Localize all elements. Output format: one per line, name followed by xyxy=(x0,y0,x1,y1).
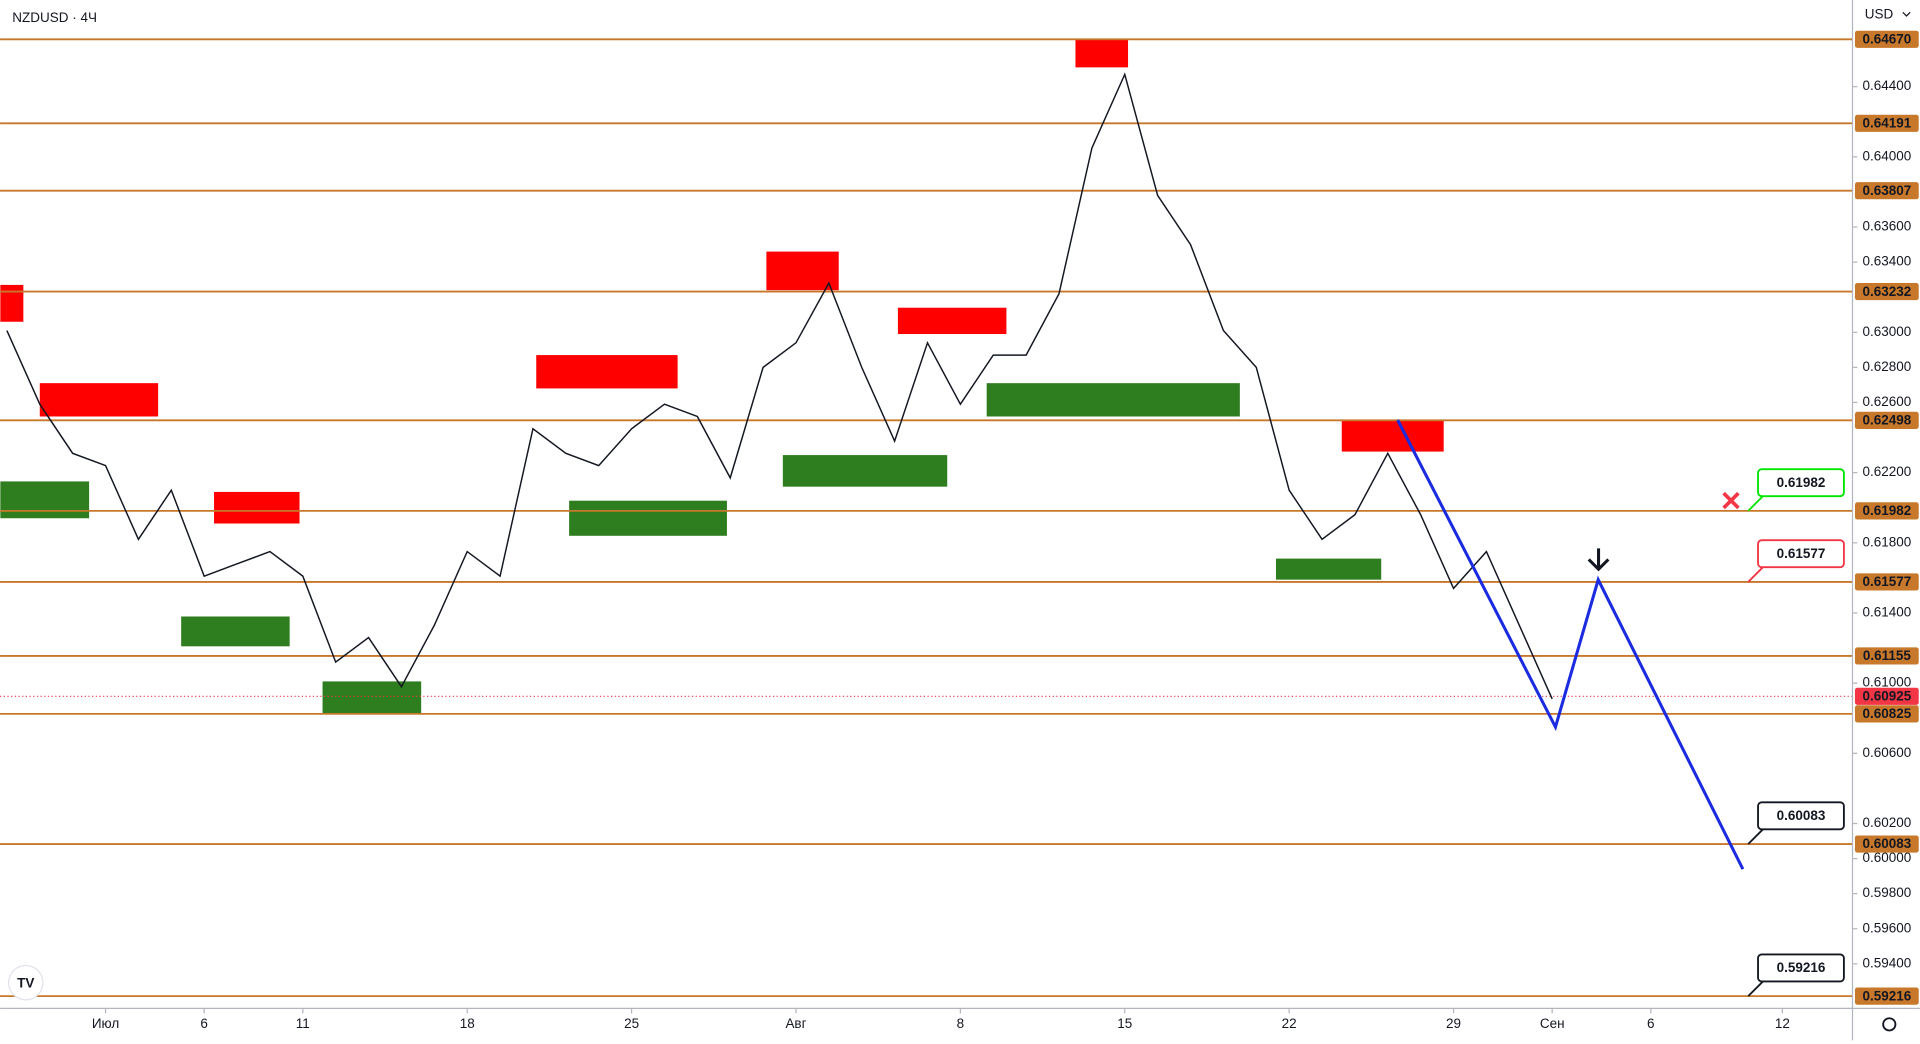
x-tick-label: Сен xyxy=(1540,1016,1565,1031)
level-label-bg xyxy=(1854,987,1919,1005)
x-tick-label: 29 xyxy=(1446,1016,1461,1031)
zone xyxy=(897,307,1007,335)
level-label-bg xyxy=(1854,182,1919,200)
callout-leader xyxy=(1747,980,1764,997)
callout-leader xyxy=(1747,828,1764,845)
tv-logo: TV xyxy=(8,964,44,1001)
level-label: 0.62498 xyxy=(1862,413,1911,428)
x-tick-label: 25 xyxy=(624,1016,639,1031)
zone xyxy=(322,681,422,713)
x-tick-label: 6 xyxy=(1647,1016,1655,1031)
zone xyxy=(0,284,24,322)
y-tick-label: 0.60000 xyxy=(1862,850,1911,865)
callout-box xyxy=(1757,953,1845,983)
y-tick-label: 0.60200 xyxy=(1862,815,1911,830)
callout-label: 0.59216 xyxy=(1777,960,1826,975)
y-tick-label: 0.63400 xyxy=(1862,254,1911,269)
current-price-label: 0.60925 xyxy=(1862,688,1911,703)
level-label-bg xyxy=(1854,282,1919,301)
svg-text:TV: TV xyxy=(17,975,34,990)
level-label: 0.63807 xyxy=(1862,183,1911,198)
y-tick-label: 0.59400 xyxy=(1862,955,1911,970)
zone xyxy=(214,491,300,524)
zone xyxy=(1276,558,1382,580)
callout-box xyxy=(1757,539,1845,569)
y-tick-label: 0.64400 xyxy=(1862,78,1911,93)
y-tick-label: 0.62800 xyxy=(1862,359,1911,374)
y-tick-label: 0.61400 xyxy=(1862,605,1911,620)
level-label-bg xyxy=(1854,835,1919,853)
currency[interactable]: USD xyxy=(1865,6,1894,21)
level-label-bg xyxy=(1854,705,1919,723)
callout-label: 0.61577 xyxy=(1777,546,1826,561)
level-label-bg xyxy=(1854,114,1919,132)
callout-box xyxy=(1757,468,1845,498)
level-label: 0.61982 xyxy=(1862,503,1911,518)
x-tick-label: 6 xyxy=(200,1016,208,1031)
cross-icon xyxy=(1722,491,1740,510)
x-tick-label: 15 xyxy=(1117,1016,1132,1031)
level-label-bg xyxy=(1854,502,1919,520)
zone xyxy=(1341,420,1444,452)
x-tick-label: Июл xyxy=(92,1016,119,1031)
callout-label: 0.60083 xyxy=(1777,808,1826,823)
down-arrow xyxy=(1587,548,1610,572)
x-tick-label: 11 xyxy=(296,1016,310,1031)
level-label: 0.61577 xyxy=(1862,574,1911,589)
callout-leader xyxy=(1747,495,1764,512)
x-tick-label: Авг xyxy=(785,1016,806,1031)
chart-title: NZDUSD · 4Ч xyxy=(12,10,97,25)
zone xyxy=(1075,39,1129,68)
y-tick-label: 0.63600 xyxy=(1862,219,1911,234)
y-tick-label: 0.62200 xyxy=(1862,464,1911,479)
y-tick-label: 0.59600 xyxy=(1862,920,1911,935)
zone xyxy=(181,616,290,647)
x-tick-label: 12 xyxy=(1775,1016,1790,1031)
plot: 0.61982 0.61577 0.60083 0.59216 xyxy=(0,38,1853,998)
zone xyxy=(536,355,678,389)
zone xyxy=(569,500,727,536)
y-tick-label: 0.59800 xyxy=(1862,885,1911,900)
level-label: 0.61155 xyxy=(1863,648,1911,663)
level-label-bg xyxy=(1854,573,1919,591)
level-label-bg xyxy=(1854,647,1919,665)
level-label-bg xyxy=(1854,30,1919,48)
zone xyxy=(766,251,839,291)
price-line xyxy=(6,72,1553,700)
projection-line xyxy=(1396,419,1745,870)
y-tick-label: 0.62600 xyxy=(1862,394,1911,409)
callout-box xyxy=(1757,801,1845,831)
x-tick-label: 8 xyxy=(957,1016,965,1031)
level-label: 0.60825 xyxy=(1862,706,1911,721)
x-tick-label: 22 xyxy=(1282,1016,1297,1031)
zone xyxy=(0,481,90,519)
x-tick-label: 18 xyxy=(460,1016,475,1031)
y-tick-label: 0.61800 xyxy=(1862,534,1911,549)
level-label: 0.60083 xyxy=(1862,836,1911,851)
level-label: 0.64191 xyxy=(1862,116,1911,131)
callout-label: 0.61982 xyxy=(1777,475,1826,490)
callout-leader xyxy=(1747,566,1764,583)
level-label: 0.59216 xyxy=(1862,988,1911,1003)
settings-icon[interactable] xyxy=(1882,1017,1897,1032)
currency-caret xyxy=(1902,11,1911,17)
y-tick-label: 0.64000 xyxy=(1862,148,1911,163)
current-price-bg xyxy=(1854,687,1919,705)
zone xyxy=(782,455,948,487)
zone xyxy=(986,383,1240,417)
zone xyxy=(39,383,159,417)
y-tick-label: 0.60600 xyxy=(1862,745,1911,760)
level-label-bg xyxy=(1854,411,1919,429)
y-tick-label: 0.61000 xyxy=(1862,675,1911,690)
level-label: 0.63232 xyxy=(1862,284,1911,299)
y-tick-label: 0.63000 xyxy=(1862,324,1911,339)
level-label: 0.64670 xyxy=(1862,31,1911,46)
